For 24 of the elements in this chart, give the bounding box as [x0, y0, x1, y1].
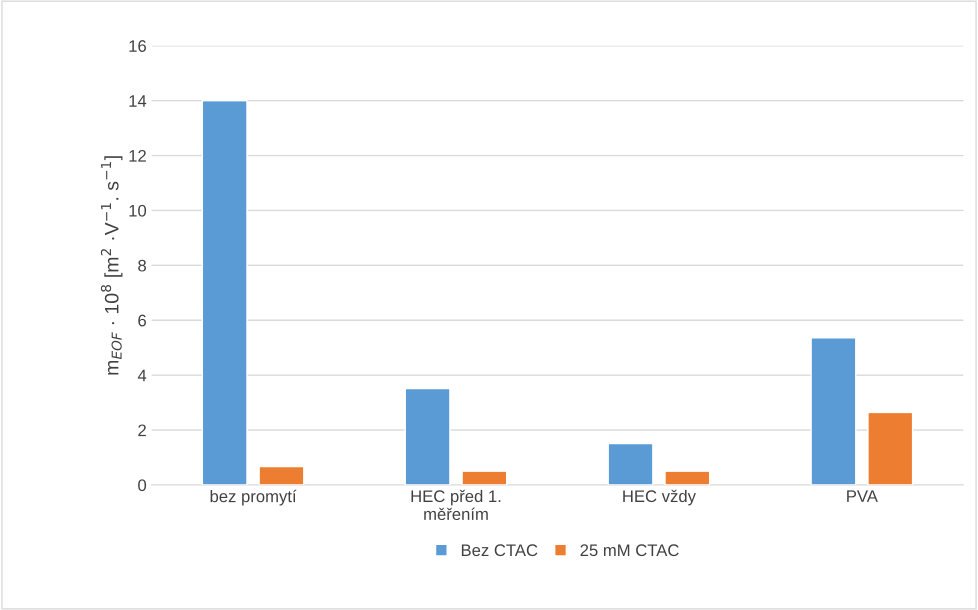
bar [810, 337, 856, 485]
x-tick-label: HEC vždy [623, 490, 696, 506]
legend-label: 25 mM CTAC [580, 544, 679, 556]
bar [404, 388, 451, 485]
bar [258, 466, 304, 485]
bar [461, 470, 508, 485]
y-tick-label: 16 [129, 40, 146, 52]
y-tick-label: 12 [129, 150, 146, 162]
y-tick-label: 4 [138, 370, 146, 382]
text: m$_{EOF}$ · 10$^{8}$ [m$^{2}$ ·V$^{−1}$. s$^{−1}$] [100, 156, 122, 375]
bar [202, 100, 248, 485]
x-tick-label: PVA [847, 490, 878, 502]
y-tick-label: 0 [138, 479, 146, 492]
bar [608, 442, 654, 485]
y-tick-label: 6 [138, 314, 146, 326]
x-tick-label: HEC před 1. měřením [412, 490, 500, 520]
y-tick-label: 8 [138, 260, 146, 272]
y-tick-label: 10 [129, 204, 146, 217]
bar [867, 412, 914, 485]
y-tick-label: 14 [129, 95, 146, 107]
x-tick-label: bez promytí [210, 490, 297, 506]
legend-label: Bez CTAC [462, 544, 538, 556]
bar [664, 470, 710, 485]
y-tick-label: 2 [138, 424, 146, 436]
